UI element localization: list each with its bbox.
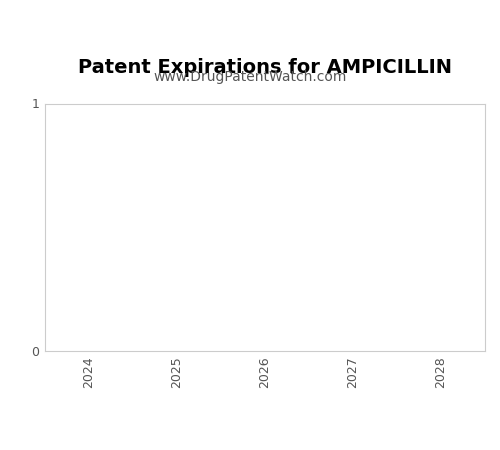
Title: Patent Expirations for AMPICILLIN: Patent Expirations for AMPICILLIN xyxy=(78,58,452,77)
Text: www.DrugPatentWatch.com: www.DrugPatentWatch.com xyxy=(154,70,346,84)
